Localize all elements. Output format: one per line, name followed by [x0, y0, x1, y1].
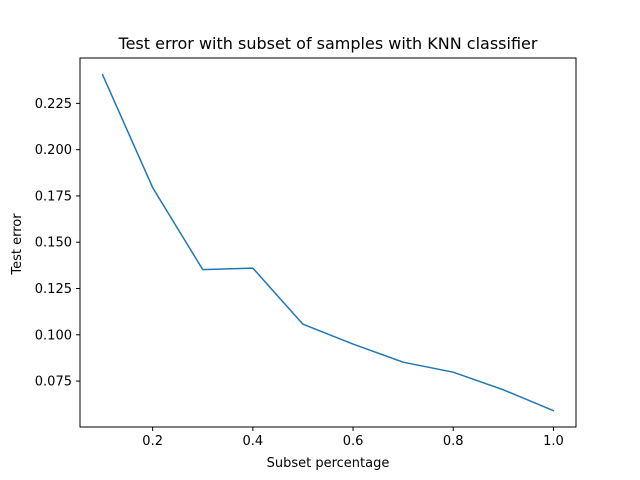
x-tick-label: 0.4	[243, 434, 264, 449]
y-tick-label: 0.125	[35, 282, 72, 297]
plot-frame	[79, 57, 577, 428]
y-tick-label: 0.200	[35, 143, 72, 158]
axis-tick-labels: 0.2 0.4 0.6 0.8 1.0 0.075 0.100 0.125 0.150 0.175…	[35, 97, 564, 449]
series-line	[101, 73, 555, 412]
x-tick-label: 1.0	[543, 434, 564, 449]
axis-ticks	[76, 102, 554, 431]
y-tick-label: 0.150	[35, 236, 72, 251]
y-tick-label: 0.075	[35, 375, 72, 390]
x-tick-label: 0.6	[343, 434, 364, 449]
y-tick-label: 0.225	[35, 97, 72, 112]
y-tick-label: 0.100	[35, 328, 72, 343]
x-tick-label: 0.2	[142, 434, 163, 449]
y-axis-label: Test error	[10, 213, 25, 276]
chart-title: Test error with subset of samples with K…	[118, 34, 538, 53]
x-axis-label: Subset percentage	[267, 456, 390, 471]
series-layer	[101, 73, 555, 412]
x-tick-label: 0.8	[443, 434, 464, 449]
y-tick-label: 0.175	[35, 189, 72, 204]
